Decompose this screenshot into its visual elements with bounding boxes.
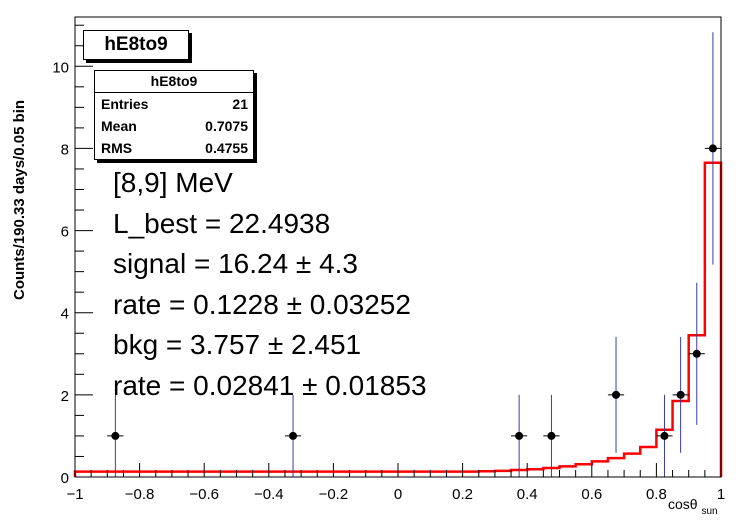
data-point	[607, 336, 625, 453]
x-tick-label: 0.6	[581, 486, 602, 503]
stats-row-mean: Mean 0.7075	[95, 115, 253, 137]
y-tick-label: 4	[61, 306, 69, 323]
stats-box: hE8to9 Entries 21 Mean 0.7075 RMS 0.4755	[94, 70, 254, 160]
data-point	[688, 282, 705, 425]
ticks-layer	[74, 24, 722, 478]
x-tick-label: 1	[717, 486, 725, 503]
data-marker	[515, 431, 524, 440]
data-point	[704, 32, 721, 265]
data-point	[511, 394, 528, 477]
data-marker	[676, 390, 685, 399]
x-tick-label: −0.8	[125, 486, 155, 503]
data-point	[672, 336, 689, 453]
data-marker	[289, 431, 298, 440]
x-tick-label: −0.2	[319, 486, 349, 503]
stats-value: 0.7075	[205, 118, 248, 134]
stats-label: Mean	[101, 118, 137, 134]
data-points-layer	[107, 32, 721, 477]
fit-background: bkg = 3.757 ± 2.451	[113, 329, 362, 360]
y-axis-title: Counts/190.33 days/0.05 bin	[11, 100, 28, 300]
y-tick-label: 10	[52, 59, 69, 76]
stats-row-entries: Entries 21	[95, 93, 253, 115]
stats-label: Entries	[101, 96, 149, 112]
data-marker	[111, 431, 120, 440]
x-tick-label: 0.2	[452, 486, 473, 503]
data-point	[656, 394, 673, 477]
stats-row-rms: RMS 0.4755	[95, 137, 253, 159]
x-tick-label: −0.4	[254, 486, 284, 503]
x-tick-label: 0.4	[517, 486, 538, 503]
fit-signal-rate: rate = 0.1228 ± 0.03252	[113, 288, 411, 320]
fit-signal: signal = 16.24 ± 4.3	[113, 248, 358, 279]
stats-box-name: hE8to9	[95, 71, 253, 93]
y-tick-label: 2	[61, 388, 69, 405]
x-tick-label: 0.8	[646, 486, 667, 503]
data-marker	[612, 390, 621, 399]
fit-results: [8,9] MeV L_best = 22.4938 signal = 16.2…	[113, 163, 427, 406]
data-marker	[692, 349, 701, 358]
y-tick-label: 8	[61, 141, 69, 158]
data-marker	[708, 144, 717, 153]
fit-energy-range: [8,9] MeV	[113, 167, 233, 198]
x-tick-label: 0	[394, 486, 402, 503]
data-point	[284, 394, 302, 477]
stats-value: 0.4755	[205, 140, 248, 156]
data-point	[543, 394, 560, 477]
data-marker	[660, 431, 669, 440]
x-tick-label: −0.6	[189, 486, 219, 503]
stats-label: RMS	[101, 140, 133, 156]
x-axis-title-main: cosθ	[668, 496, 698, 512]
x-axis-title: cosθ sun	[668, 496, 718, 517]
data-marker	[547, 431, 556, 440]
y-tick-label: 6	[61, 224, 69, 241]
x-axis-title-sub: sun	[701, 506, 717, 517]
y-tick-label: 0	[61, 470, 69, 487]
fit-background-rate: rate = 0.02841 ± 0.01853	[113, 369, 427, 401]
data-point	[107, 394, 124, 477]
stats-value: 21	[232, 96, 248, 112]
x-tick-label: −1	[66, 486, 83, 503]
fit-likelihood: L_best = 22.4938	[113, 207, 331, 239]
title-box: hE8to9	[83, 30, 189, 60]
